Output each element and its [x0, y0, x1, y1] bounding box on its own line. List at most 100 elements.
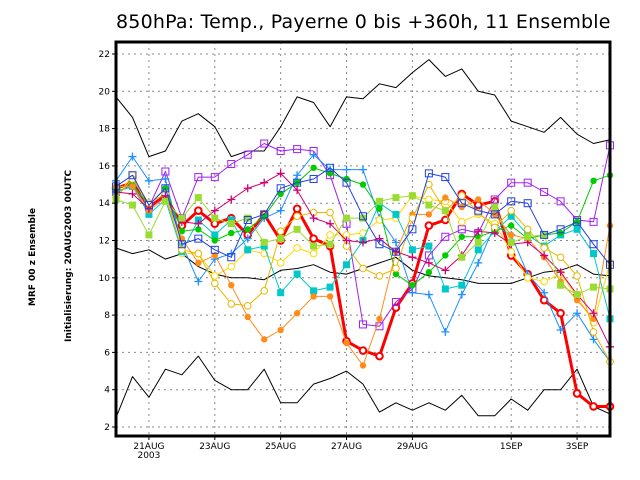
data-point	[424, 221, 434, 230]
data-point	[178, 214, 186, 222]
data-point	[293, 225, 301, 233]
data-point	[144, 176, 153, 185]
data-point	[425, 211, 433, 218]
data-point	[228, 282, 235, 289]
data-point	[442, 252, 449, 259]
data-point	[177, 240, 186, 249]
data-point	[424, 290, 433, 299]
y-tick-label: 16	[99, 162, 111, 172]
data-point	[458, 233, 465, 240]
data-point	[309, 249, 318, 258]
data-point	[441, 173, 450, 182]
data-point	[128, 171, 137, 180]
series-ens-05	[112, 164, 614, 289]
data-point	[293, 145, 302, 154]
data-point	[260, 178, 269, 187]
data-point	[424, 169, 433, 178]
y-tick-label: 22	[99, 50, 110, 60]
data-point	[210, 173, 219, 182]
y-tick-label: 4	[104, 386, 110, 396]
data-point	[375, 234, 384, 243]
data-point	[276, 259, 285, 267]
data-point	[211, 231, 219, 239]
data-point	[194, 249, 203, 258]
data-point	[243, 234, 252, 243]
data-point	[375, 351, 384, 361]
data-point	[540, 244, 548, 252]
data-point	[260, 238, 268, 246]
data-point	[194, 194, 202, 202]
data-point	[375, 197, 383, 205]
data-point	[195, 226, 202, 233]
data-point	[573, 291, 581, 299]
data-point	[129, 183, 136, 190]
data-point	[376, 205, 383, 212]
data-point	[161, 184, 170, 193]
data-point	[195, 259, 202, 267]
x-tick-sublabel: 2003	[137, 451, 160, 461]
x-tick-label: 21AUG	[133, 442, 164, 452]
data-point	[293, 178, 302, 187]
data-point	[276, 206, 285, 215]
data-point	[556, 253, 565, 262]
data-point	[408, 246, 416, 254]
data-point	[227, 160, 236, 169]
data-point	[145, 210, 153, 218]
data-point	[359, 320, 367, 329]
data-point	[540, 251, 549, 260]
data-point	[260, 242, 268, 250]
data-point	[392, 270, 400, 278]
data-point	[310, 242, 318, 250]
data-point	[358, 346, 368, 355]
x-tick-label: 25AUG	[265, 442, 296, 452]
data-point	[227, 253, 236, 262]
data-point	[491, 203, 499, 211]
data-point	[128, 189, 137, 198]
data-point	[507, 197, 516, 206]
data-point	[293, 270, 301, 278]
data-point	[590, 250, 598, 258]
data-point	[425, 242, 433, 250]
data-point	[556, 326, 565, 335]
data-point	[326, 283, 334, 291]
data-point	[227, 195, 236, 204]
data-point	[572, 389, 582, 398]
data-point	[210, 206, 219, 215]
data-point	[244, 313, 251, 321]
data-point	[408, 288, 417, 297]
data-point	[128, 152, 137, 161]
data-point	[310, 287, 318, 295]
data-point	[211, 237, 218, 244]
data-point	[326, 293, 334, 300]
data-point	[458, 191, 466, 200]
data-point	[573, 272, 581, 280]
data-point	[260, 139, 269, 148]
series-min	[115, 355, 611, 418]
data-point	[359, 181, 367, 188]
data-point	[442, 194, 449, 201]
data-point	[343, 261, 351, 269]
data-point	[391, 238, 400, 247]
data-point	[343, 214, 351, 222]
series-group	[111, 59, 615, 418]
data-point	[277, 326, 284, 334]
data-point	[276, 184, 285, 193]
data-point	[425, 269, 433, 276]
data-point	[589, 335, 598, 344]
x-tick-label: 27AUG	[331, 442, 362, 452]
data-point	[309, 214, 318, 223]
data-point	[375, 322, 384, 331]
data-point	[474, 227, 483, 236]
data-point	[309, 234, 318, 243]
data-point	[475, 196, 482, 203]
data-point	[523, 178, 532, 187]
data-point	[261, 336, 268, 343]
data-point	[524, 233, 532, 241]
data-point	[507, 206, 516, 215]
data-point	[128, 201, 136, 209]
data-point	[178, 227, 186, 235]
y-tick-label: 20	[99, 87, 111, 97]
y-tick-label: 6	[104, 348, 110, 358]
series-line	[115, 167, 611, 266]
data-point	[557, 281, 565, 289]
